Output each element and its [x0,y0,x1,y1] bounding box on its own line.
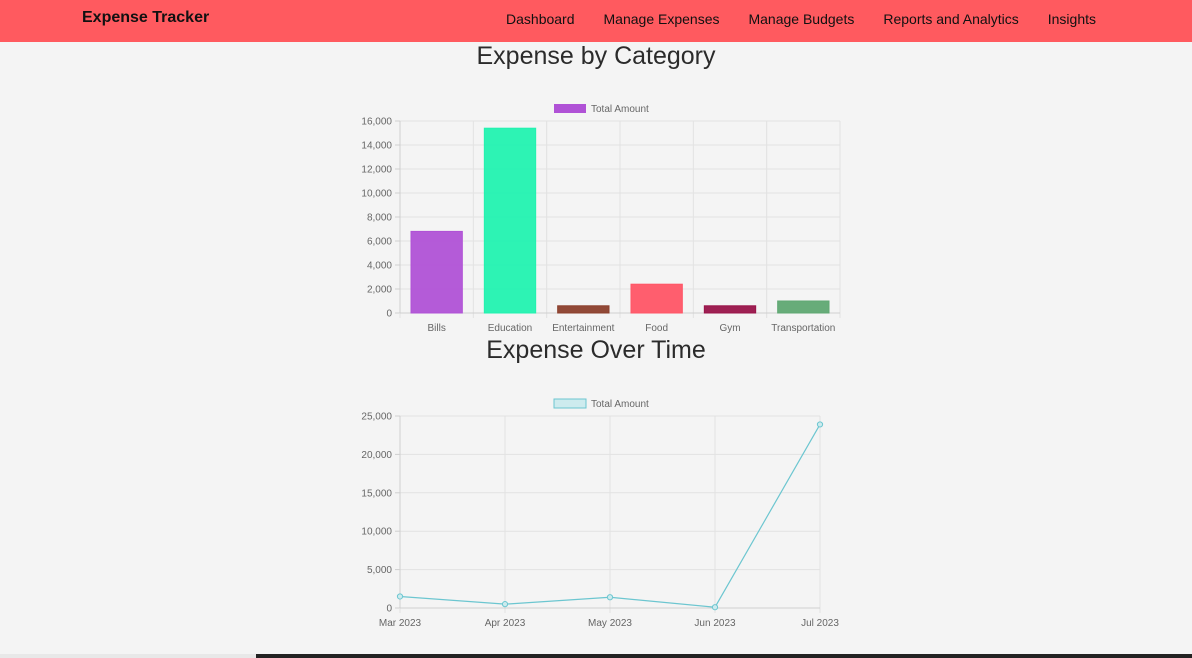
bar-ytick-label: 10,000 [361,189,392,200]
bar-ytick-label: 6,000 [367,237,392,248]
bar-xtick-label: Entertainment [552,323,614,334]
line-ytick-label: 0 [386,604,392,615]
bar-xtick-label: Food [645,323,668,334]
nav-dashboard[interactable]: Dashboard [506,11,575,27]
line-xtick-label: Mar 2023 [379,618,422,629]
bar-gym [703,305,757,314]
line-xtick-label: Jun 2023 [694,618,736,629]
bar-ytick-label: 0 [386,309,392,320]
bar-xtick-label: Education [488,323,532,334]
line-point-mar-2023 [396,593,404,600]
bar-ytick-label: 16,000 [361,117,392,128]
line-ytick-label: 10,000 [361,527,392,538]
bar-entertainment [557,305,610,314]
nav-reports-analytics[interactable]: Reports and Analytics [883,11,1019,27]
nav-insights[interactable]: Insights [1047,11,1096,27]
bar-ytick-label: 14,000 [361,141,392,152]
bar-xtick-label: Gym [719,323,740,334]
line-legend-label: Total Amount [591,399,649,410]
bar-legend-label: Total Amount [591,104,649,115]
line-legend-swatch [553,398,587,409]
line-point-apr-2023 [501,601,509,608]
line-point-jul-2023 [816,421,824,428]
nav-links: Dashboard Manage Expenses Manage Budgets… [506,11,1096,27]
line-ytick-label: 20,000 [361,450,392,461]
line-xtick-label: Jul 2023 [801,618,839,629]
bar-legend-swatch [554,104,586,113]
line-point-may-2023 [606,594,614,601]
line-xtick-label: May 2023 [588,618,632,629]
bar-xtick-label: Transportation [771,323,835,334]
bar-food [630,283,683,314]
bar-ytick-label: 4,000 [367,261,392,272]
bottom-scroll-area [0,654,256,658]
line-ytick-label: 5,000 [367,565,392,576]
bar-ytick-label: 12,000 [361,165,392,176]
bar-ytick-label: 8,000 [367,213,392,224]
nav-manage-expenses[interactable]: Manage Expenses [603,11,720,27]
line-ytick-label: 25,000 [361,412,392,423]
nav-manage-budgets[interactable]: Manage Budgets [748,11,855,27]
bottom-taskbar [256,654,1192,658]
app-brand[interactable]: Expense Tracker [82,9,210,26]
bar-bills [410,230,463,314]
line-point-jun-2023 [711,604,719,611]
bar-xtick-label: Bills [427,323,445,334]
time-chart-title: Expense Over Time [486,336,706,364]
navbar: Expense Tracker Dashboard Manage Expense… [0,0,1192,42]
line-ytick-label: 15,000 [361,488,392,499]
bar-transportation [777,300,830,314]
bar-ytick-label: 2,000 [367,285,392,296]
line-xtick-label: Apr 2023 [485,618,526,629]
category-chart-title: Expense by Category [476,42,716,70]
bar-education [483,127,537,314]
